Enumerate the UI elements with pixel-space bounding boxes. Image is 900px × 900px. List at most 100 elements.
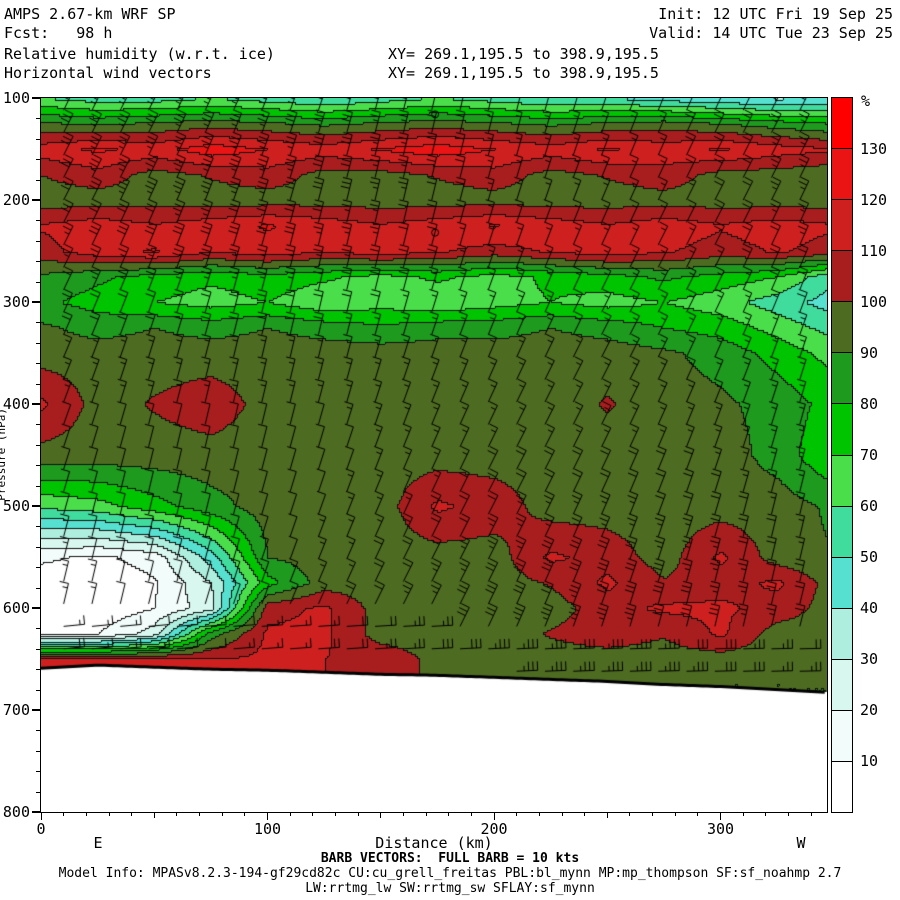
barb-legend: BARB VECTORS: FULL BARB = 10 kts — [320, 851, 580, 866]
y-minor-tick — [36, 465, 41, 467]
colorbar-segment — [832, 505, 852, 557]
colorbar-tick-label: 120 — [860, 191, 888, 209]
colorbar-segment — [832, 352, 852, 404]
y-tick-label: 600 — [2, 599, 30, 617]
colorbar — [831, 97, 853, 813]
colorbar-tick-label: 90 — [860, 344, 879, 362]
y-minor-tick — [36, 240, 41, 242]
x-tick-label: 100 — [253, 820, 282, 838]
y-tick-label: 100 — [2, 89, 30, 107]
x-minor-tick — [788, 812, 789, 816]
y-major-tick — [32, 199, 41, 201]
x-major-tick — [493, 812, 495, 820]
x-major-tick — [40, 812, 42, 820]
colorbar-segment — [832, 199, 852, 251]
x-minor-tick — [606, 812, 608, 818]
x-minor-tick — [153, 812, 155, 818]
model-name: AMPS 2.67-km WRF SP — [4, 5, 176, 23]
vector-field-name: Horizontal wind vectors — [4, 64, 212, 82]
y-major-tick — [32, 811, 41, 813]
y-minor-tick — [36, 281, 41, 283]
y-tick-label: 400 — [2, 395, 30, 413]
x-tick-label: 0 — [36, 820, 46, 838]
field-name: Relative humidity (w.r.t. ice) — [4, 45, 275, 63]
y-minor-tick — [36, 546, 41, 548]
x-minor-tick — [402, 812, 404, 816]
y-major-tick — [32, 709, 41, 711]
x-tick-label: 200 — [480, 820, 508, 838]
x-minor-tick — [652, 812, 654, 816]
colorbar-tick-label: 80 — [860, 395, 879, 413]
y-minor-tick — [36, 220, 41, 222]
colorbar-segment — [832, 709, 852, 762]
y-minor-tick — [36, 485, 41, 487]
colorbar-segment — [832, 454, 852, 506]
x-minor-tick — [425, 812, 427, 816]
y-minor-tick — [36, 342, 41, 344]
model-info-line1: Model Info: MPASv8.2.3-194-gf29cd82c CU:… — [58, 866, 842, 881]
y-minor-tick — [36, 363, 41, 365]
x-minor-tick — [312, 812, 314, 816]
x-minor-tick — [810, 812, 812, 816]
colorbar-segment — [832, 403, 852, 455]
y-minor-tick — [36, 648, 41, 650]
y-tick-label: 500 — [2, 497, 30, 515]
colorbar-segment — [832, 761, 852, 813]
x-minor-tick — [674, 812, 676, 816]
y-minor-tick — [36, 669, 41, 671]
x-minor-tick — [742, 812, 744, 816]
x-minor-tick — [131, 812, 133, 816]
y-minor-tick — [36, 689, 41, 691]
xy-extent-line1: XY= 269.1,195.5 to 398.9,195.5 — [388, 45, 659, 63]
west-label: W — [796, 834, 806, 852]
x-minor-tick — [108, 812, 110, 816]
x-minor-tick — [244, 812, 246, 816]
x-minor-tick — [516, 812, 518, 816]
y-tick-label: 800 — [2, 803, 30, 821]
colorbar-tick-label: 100 — [860, 293, 888, 311]
x-major-tick — [267, 812, 268, 820]
y-tick-label: 700 — [2, 701, 30, 719]
x-minor-tick — [199, 812, 201, 816]
y-minor-tick — [36, 730, 41, 732]
y-minor-tick — [36, 444, 41, 446]
colorbar-tick-label: 10 — [860, 752, 879, 770]
plot-area — [40, 97, 828, 813]
y-major-tick — [32, 301, 41, 303]
y-major-tick — [32, 403, 41, 405]
y-minor-tick — [36, 179, 41, 181]
x-minor-tick — [538, 812, 540, 816]
y-major-tick — [32, 97, 41, 99]
y-minor-tick — [36, 526, 41, 528]
colorbar-segment — [832, 556, 852, 608]
colorbar-tick-label: 70 — [860, 446, 879, 464]
y-tick-label: 200 — [2, 191, 30, 209]
colorbar-tick-label: 110 — [860, 242, 888, 260]
x-minor-tick — [289, 812, 291, 816]
y-minor-tick — [36, 750, 41, 752]
colorbar-segment — [832, 148, 852, 200]
colorbar-segment — [832, 658, 852, 710]
x-minor-tick — [63, 812, 65, 816]
y-minor-tick — [36, 322, 41, 324]
init-time: Init: 12 UTC Fri 19 Sep 25 — [658, 5, 893, 23]
colorbar-segment — [832, 98, 852, 149]
x-minor-tick — [561, 812, 563, 816]
x-tick-label: 300 — [706, 820, 735, 838]
x-minor-tick — [629, 812, 631, 816]
y-minor-tick — [36, 118, 41, 120]
colorbar-unit: % — [861, 92, 871, 110]
y-minor-tick — [36, 587, 41, 589]
y-major-tick — [32, 607, 41, 609]
forecast-hour: Fcst: 98 h — [4, 24, 113, 42]
xy-extent-line2: XY= 269.1,195.5 to 398.9,195.5 — [388, 64, 659, 82]
x-major-tick — [720, 812, 721, 820]
x-minor-tick — [470, 812, 472, 816]
y-minor-tick — [36, 261, 41, 263]
valid-time: Valid: 14 UTC Tue 23 Sep 25 — [649, 24, 893, 42]
y-minor-tick — [36, 791, 41, 793]
y-axis-title-text: Pressure (hPa) — [0, 407, 8, 501]
x-minor-tick — [448, 812, 450, 816]
model-info-line2: LW:rrtmg_lw SW:rrtmg_sw SFLAY:sf_mynn — [305, 881, 595, 896]
